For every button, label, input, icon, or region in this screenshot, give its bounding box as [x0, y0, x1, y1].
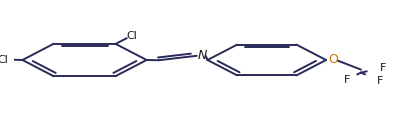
Text: F: F — [377, 76, 383, 86]
Text: F: F — [344, 75, 350, 85]
Text: O: O — [328, 53, 338, 66]
Text: F: F — [380, 63, 386, 73]
Text: Cl: Cl — [127, 31, 137, 41]
Text: N: N — [197, 49, 207, 62]
Text: Cl: Cl — [0, 55, 9, 65]
